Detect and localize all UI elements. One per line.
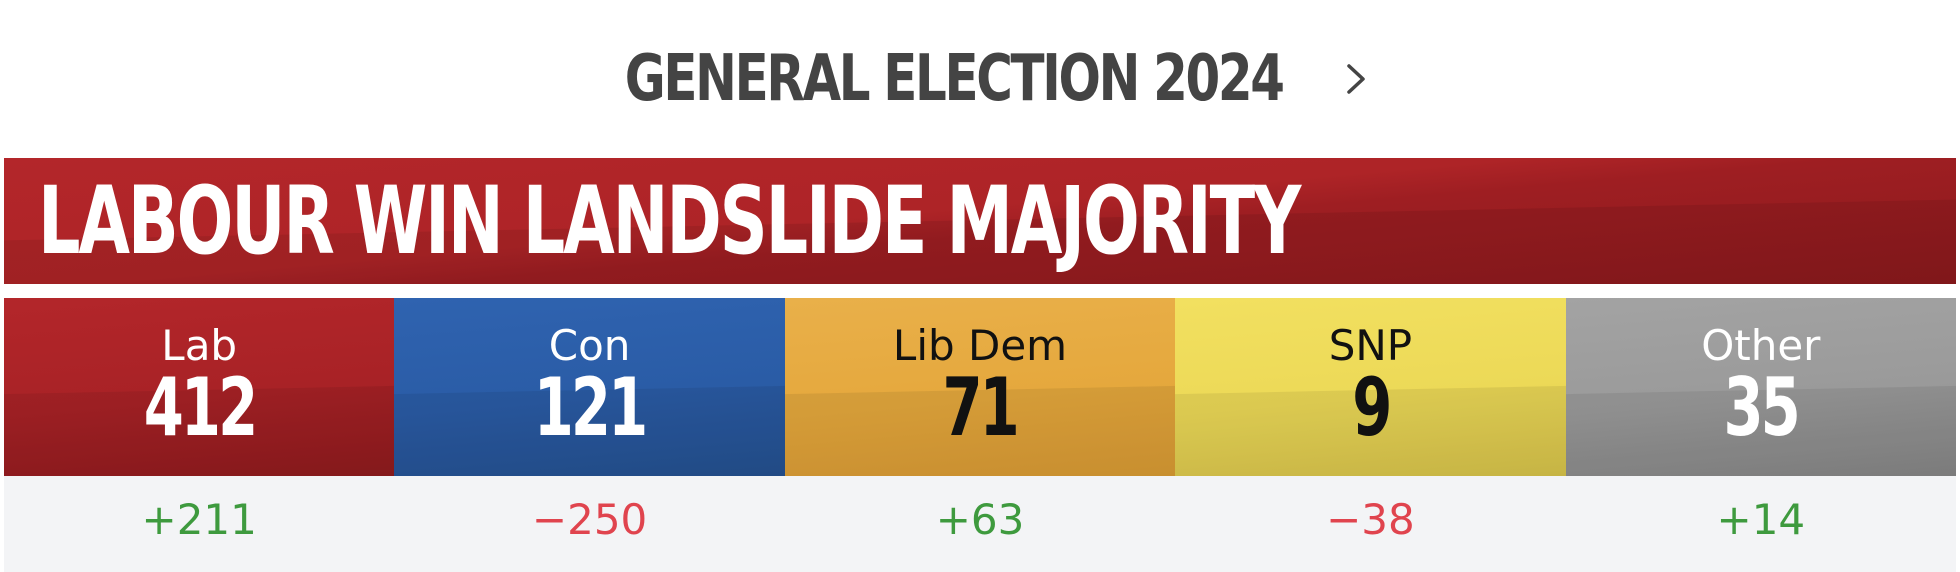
general-election-link[interactable]: GENERAL ELECTION 2024 [592, 42, 1367, 116]
party-tile-snp[interactable]: SNP 9 [1175, 298, 1566, 476]
party-name: Other [1701, 321, 1821, 370]
party-seats: 121 [533, 361, 648, 454]
seat-change-con: −250 [531, 494, 648, 544]
headline-text: LABOUR WIN LANDSLIDE MAJORITY [38, 167, 1301, 276]
seat-change-lab: +211 [141, 494, 257, 544]
seat-change-lib-dem: +63 [935, 494, 1025, 544]
party-name: Lab [161, 321, 238, 370]
party-tile-other[interactable]: Other 35 [1565, 298, 1957, 476]
party-tile-lab[interactable]: Lab 412 [4, 298, 395, 476]
header-title: GENERAL ELECTION 2024 [625, 42, 1285, 116]
party-seats: 71 [942, 361, 1020, 454]
party-seats: 35 [1723, 361, 1801, 454]
party-name: Lib Dem [892, 321, 1068, 370]
seat-change-other: +14 [1716, 494, 1806, 544]
party-name: SNP [1328, 321, 1413, 370]
headline-banner[interactable]: LABOUR WIN LANDSLIDE MAJORITY [4, 158, 1956, 284]
party-name: Con [548, 321, 631, 370]
party-tile-con[interactable]: Con 121 [394, 298, 785, 476]
party-seats: 412 [143, 361, 257, 454]
party-tile-lib-dem[interactable]: Lib Dem 71 [784, 298, 1176, 476]
chevron-right-icon [1346, 64, 1365, 94]
seat-totals-row: Lab 412 Con 121 Lib Dem 71 SNP 9 Other 3… [4, 298, 1957, 476]
election-header: GENERAL ELECTION 2024 [0, 0, 1960, 158]
party-seats: 9 [1351, 361, 1392, 454]
seat-change-row: +211 −250 +63 −38 +14 [4, 476, 1956, 572]
seat-change-snp: −38 [1326, 494, 1415, 544]
